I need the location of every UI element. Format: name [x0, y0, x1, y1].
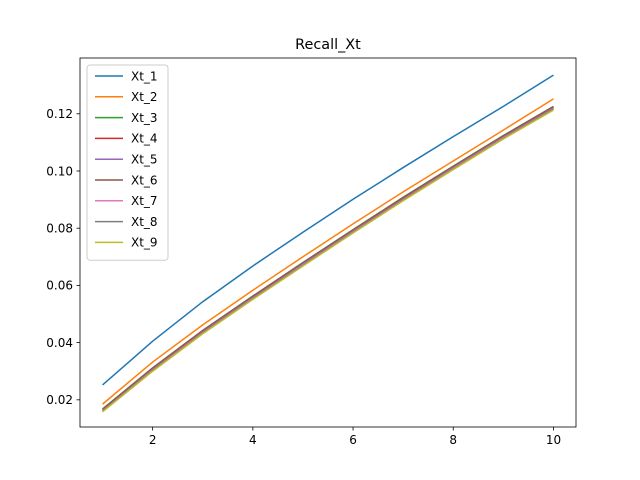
y-axis: 0.02 0.04 0.06 0.08 0.10 0.12 — [46, 107, 80, 407]
x-axis: 2 4 6 8 10 — [149, 427, 561, 447]
y-tick-label: 0.04 — [46, 336, 73, 350]
series-line-xt-9 — [102, 109, 554, 413]
series-line-xt-2 — [102, 98, 554, 405]
x-tick-label: 2 — [149, 433, 157, 447]
legend-label: Xt_1 — [131, 69, 158, 83]
axes-frame — [79, 57, 577, 428]
y-tick-label: 0.12 — [46, 107, 73, 121]
legend-label: Xt_8 — [131, 215, 158, 229]
y-tick-label: 0.10 — [46, 164, 73, 178]
y-tick-label: 0.02 — [46, 393, 73, 407]
x-tick-label: 6 — [349, 433, 357, 447]
legend-label: Xt_9 — [131, 236, 158, 250]
legend-label: Xt_5 — [131, 153, 158, 167]
legend-label: Xt_3 — [131, 111, 158, 125]
legend-label: Xt_6 — [131, 173, 158, 187]
legend-label: Xt_2 — [131, 90, 158, 104]
y-tick-label: 0.06 — [46, 279, 73, 293]
x-tick-label: 4 — [249, 433, 257, 447]
y-tick-label: 0.08 — [46, 221, 73, 235]
legend-label: Xt_4 — [131, 132, 158, 146]
legend-label: Xt_7 — [131, 194, 158, 208]
legend-box — [86, 64, 169, 261]
series-lines — [102, 74, 554, 413]
legend: Xt_1 Xt_2 Xt_3 Xt_4 Xt_5 Xt_6 Xt_7 Xt_8 Xt_9 — [86, 64, 169, 261]
series-line-xt-1 — [102, 74, 554, 386]
x-tick-label: 8 — [449, 433, 457, 447]
chart-title: Recall_Xt — [295, 37, 361, 53]
x-tick-label: 10 — [546, 433, 561, 447]
